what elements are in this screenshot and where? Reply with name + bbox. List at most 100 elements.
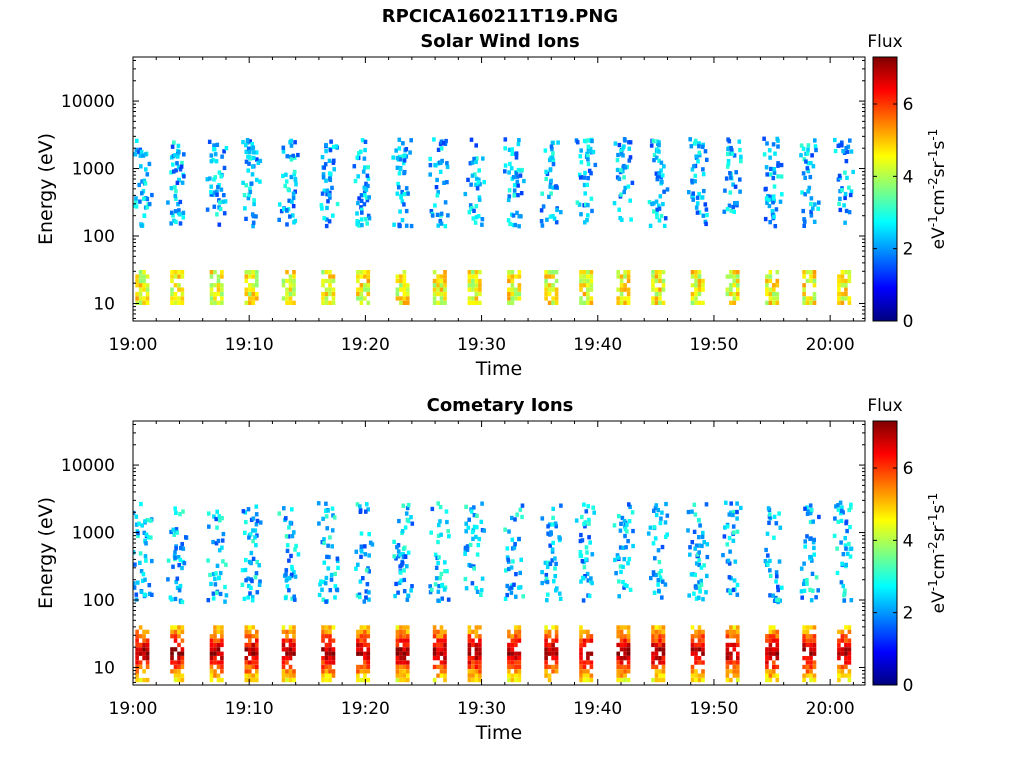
flux-cell	[213, 634, 217, 639]
flux-cell	[735, 200, 739, 206]
flux-cell	[653, 536, 658, 541]
flux-cell	[652, 508, 656, 513]
flux-cell	[582, 565, 587, 570]
flux-cell	[661, 287, 666, 292]
flux-cell	[805, 629, 810, 634]
flux-cell	[138, 287, 143, 292]
flux-cell	[250, 141, 254, 147]
flux-cell	[510, 660, 515, 665]
flux-cell	[472, 566, 476, 571]
flux-cell	[698, 585, 702, 590]
flux-cell	[765, 634, 769, 639]
flux-cell	[401, 554, 406, 560]
flux-cell	[213, 291, 217, 297]
flux-cell	[648, 525, 653, 530]
flux-cell	[145, 664, 150, 670]
flux-cell	[690, 638, 695, 643]
flux-cell	[589, 638, 594, 643]
flux-cell	[433, 582, 438, 587]
flux-cell	[366, 270, 371, 275]
flux-cell	[471, 274, 475, 279]
flux-cell	[612, 201, 617, 206]
flux-cell	[805, 581, 809, 586]
flux-cell	[551, 185, 556, 190]
flux-cell	[335, 201, 340, 207]
flux-cell	[623, 524, 627, 529]
flux-cell	[579, 625, 583, 630]
flux-cell	[551, 158, 556, 163]
flux-cell	[651, 651, 655, 656]
flux-cell	[625, 522, 629, 527]
flux-cell	[443, 647, 447, 652]
flux-cell	[255, 157, 259, 162]
flux-cell	[320, 587, 324, 592]
flux-cell	[135, 660, 139, 665]
flux-cell	[765, 673, 769, 678]
flux-cell	[144, 167, 148, 172]
flux-cell	[289, 553, 293, 559]
flux-cell	[651, 642, 655, 648]
flux-cell	[651, 270, 655, 275]
flux-cell	[406, 291, 410, 297]
flux-cell	[503, 527, 507, 532]
flux-cell	[244, 578, 248, 583]
flux-cell	[614, 571, 618, 576]
flux-cell	[811, 540, 816, 545]
flux-cell	[847, 638, 852, 643]
flux-cell	[619, 656, 624, 661]
flux-cell	[726, 159, 731, 164]
flux-cell	[243, 510, 248, 515]
flux-cell	[256, 160, 261, 165]
spectrogram-panel-0	[133, 136, 855, 305]
flux-cell	[170, 669, 174, 674]
flux-cell	[177, 651, 181, 656]
flux-cell	[551, 540, 555, 546]
flux-cell	[177, 625, 181, 630]
flux-cell	[467, 283, 472, 288]
flux-cell	[362, 190, 367, 195]
flux-cell	[659, 213, 664, 219]
flux-cell	[211, 591, 216, 596]
flux-cell	[208, 176, 212, 181]
flux-cell	[554, 270, 559, 275]
flux-cell	[663, 216, 668, 221]
flux-cell	[725, 207, 730, 212]
flux-cell	[174, 189, 178, 194]
flux-cell	[439, 287, 444, 292]
flux-cell	[324, 278, 329, 284]
flux-cell	[395, 274, 400, 279]
flux-cell	[397, 580, 402, 586]
flux-cell	[844, 673, 848, 678]
flux-cell	[284, 208, 289, 213]
flux-cell	[661, 638, 666, 643]
flux-cell	[367, 532, 371, 537]
flux-cell	[540, 191, 544, 196]
colorbar-tick-label: 0	[903, 312, 914, 332]
flux-cell	[805, 278, 810, 284]
flux-cell	[768, 638, 773, 643]
flux-cell	[619, 168, 623, 173]
flux-cell	[220, 669, 224, 674]
flux-cell	[654, 638, 659, 643]
flux-cell	[287, 558, 291, 563]
flux-cell	[732, 300, 737, 305]
flux-cell	[732, 673, 737, 678]
flux-cell	[698, 589, 702, 594]
flux-cell	[327, 554, 331, 560]
flux-cell	[436, 664, 440, 670]
flux-cell	[145, 651, 150, 656]
flux-cell	[768, 291, 773, 297]
flux-cell	[551, 283, 555, 288]
flux-cell	[220, 677, 224, 683]
flux-cell	[551, 647, 555, 652]
flux-cell	[731, 182, 735, 187]
flux-cell	[768, 642, 773, 648]
flux-cell	[768, 558, 772, 563]
flux-cell	[809, 160, 813, 166]
flux-cell	[251, 625, 256, 630]
flux-cell	[814, 147, 818, 153]
flux-cell	[133, 585, 137, 590]
flux-cell	[801, 208, 805, 214]
flux-cell	[658, 647, 662, 652]
flux-cell	[209, 184, 213, 189]
